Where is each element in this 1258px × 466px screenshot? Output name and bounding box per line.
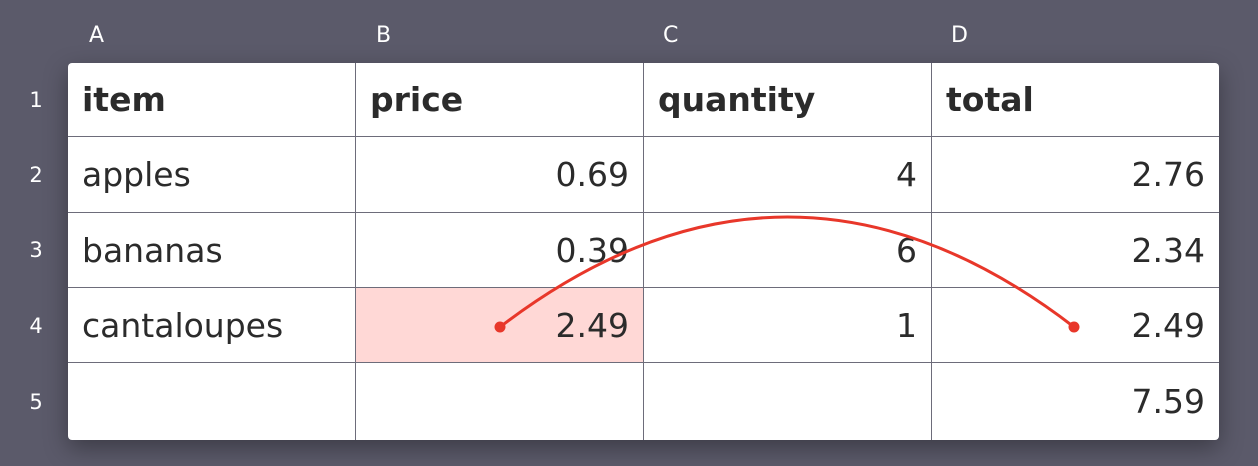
spreadsheet-grid: item price quantity total apples 0.69 4 … <box>68 63 1219 440</box>
row-header-1[interactable]: 1 <box>29 88 43 112</box>
row-header-4[interactable]: 4 <box>29 314 43 338</box>
cell-d4[interactable]: 2.49 <box>932 288 1219 363</box>
column-headers: A B C D <box>0 22 1258 50</box>
row-header-3[interactable]: 3 <box>29 238 43 262</box>
cell-a4[interactable]: cantaloupes <box>68 288 356 363</box>
cell-b3[interactable]: 0.39 <box>356 213 644 288</box>
cell-b1[interactable]: price <box>356 63 644 137</box>
cell-d1[interactable]: total <box>932 63 1219 137</box>
cell-a3[interactable]: bananas <box>68 213 356 288</box>
column-header-d[interactable]: D <box>951 23 968 48</box>
cell-a1[interactable]: item <box>68 63 356 137</box>
cell-d3[interactable]: 2.34 <box>932 213 1219 288</box>
cell-a5[interactable] <box>68 363 356 440</box>
cell-d2[interactable]: 2.76 <box>932 137 1219 213</box>
cell-d5[interactable]: 7.59 <box>1131 382 1205 421</box>
cell-c2[interactable]: 4 <box>644 137 932 213</box>
cell-a2[interactable]: apples <box>68 137 356 213</box>
column-header-a[interactable]: A <box>89 23 105 48</box>
cell-b4-selected[interactable]: 2.49 <box>356 288 644 363</box>
cell-b5[interactable] <box>356 363 644 440</box>
cell-c5[interactable] <box>644 363 932 440</box>
row-header-5[interactable]: 5 <box>29 390 43 414</box>
cell-c3[interactable]: 6 <box>644 213 932 288</box>
column-header-c[interactable]: C <box>663 23 679 48</box>
column-header-b[interactable]: B <box>376 23 392 48</box>
cell-c1[interactable]: quantity <box>644 63 932 137</box>
row-header-2[interactable]: 2 <box>29 163 43 187</box>
cell-c4[interactable]: 1 <box>644 288 932 363</box>
cell-b2[interactable]: 0.69 <box>356 137 644 213</box>
